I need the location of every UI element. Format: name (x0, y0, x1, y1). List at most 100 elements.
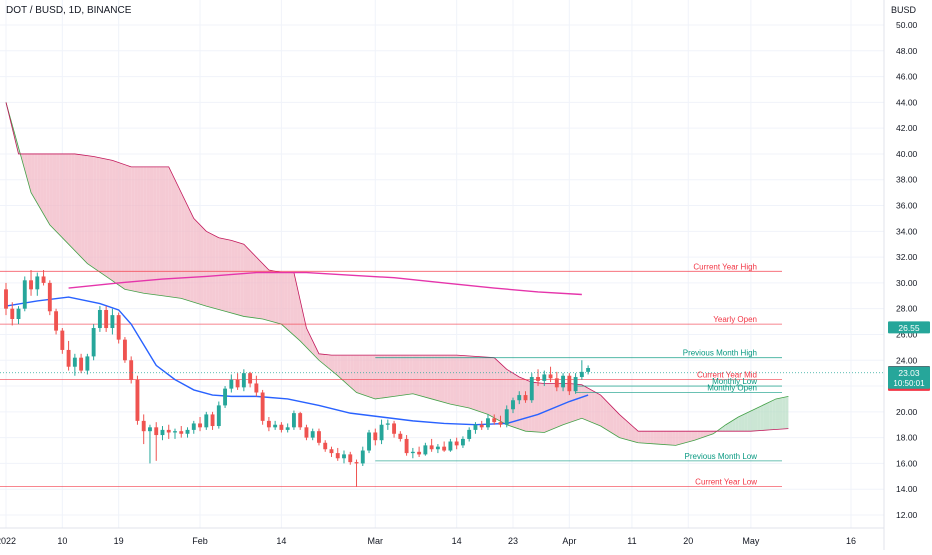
cloud-segment (331, 355, 335, 374)
cloud-segment (606, 401, 611, 432)
y-tick-label: 16.00 (896, 458, 918, 468)
cloud-segment (509, 371, 513, 427)
cloud-segment (625, 420, 629, 441)
cloud-segment (769, 400, 773, 430)
cloud-segment (469, 355, 473, 410)
cloud-segment (494, 357, 498, 420)
y-tick-label: 42.00 (896, 123, 918, 133)
cloud-segment (253, 253, 257, 319)
cloud-segment (312, 340, 316, 358)
cloud-segment (218, 237, 222, 311)
candle-body (454, 441, 459, 446)
candle-body (22, 280, 27, 309)
cloud-segment (622, 417, 626, 440)
cloud-segment (697, 431, 701, 440)
cloud-segment (65, 153, 69, 245)
candle-body (91, 328, 96, 357)
candle-body (160, 429, 165, 436)
candle-body (10, 308, 15, 319)
cloud-segment (206, 231, 210, 307)
candle-body (210, 414, 215, 427)
candle-body (198, 423, 202, 428)
cloud-segment (462, 355, 467, 408)
cloud-segment (553, 383, 557, 429)
cloud-segment (112, 160, 116, 283)
cloud-segment (572, 383, 576, 422)
candle-body (517, 395, 522, 401)
candle-body (166, 429, 171, 433)
cloud-segment (287, 272, 291, 333)
cloud-segment (234, 241, 238, 315)
candle-body (154, 427, 159, 436)
cloud-segment (203, 228, 207, 307)
cloud-segment (143, 166, 147, 294)
cloud-segment (347, 355, 351, 387)
price-axis-background (884, 0, 932, 550)
cloud-segment (437, 355, 442, 402)
cloud-segment (24, 153, 28, 182)
cloud-segment (444, 355, 448, 404)
candle-body (204, 414, 209, 428)
cloud-segment (422, 355, 426, 398)
candle-body (323, 442, 328, 450)
cloud-segment (175, 179, 179, 298)
cloud-segment (159, 166, 163, 296)
x-tick-label: 11 (627, 536, 636, 546)
candle-body (529, 377, 534, 401)
cloud-segment (700, 431, 704, 439)
candle-body (191, 423, 196, 430)
cloud-segment (109, 159, 113, 281)
cloud-segment (519, 377, 523, 431)
cloud-segment (653, 431, 657, 445)
x-tick-label: 2022 (0, 536, 16, 546)
cloud-segment (378, 355, 382, 399)
cloud-segment (328, 354, 332, 371)
cloud-segment (597, 393, 601, 427)
candle-body (235, 379, 240, 388)
candle-body (317, 431, 321, 443)
candle-body (148, 427, 152, 432)
cloud-segment (522, 378, 526, 432)
cloud-segment (487, 357, 492, 417)
cloud-segment (49, 153, 53, 229)
cloud-segment (478, 356, 482, 413)
cloud-segment (644, 431, 648, 444)
candle-body (223, 388, 228, 406)
cloud-segment (353, 355, 357, 393)
candle-body (291, 413, 296, 428)
cloud-segment (293, 272, 298, 339)
cloud-segment (196, 221, 201, 305)
level-label: Previous Month Low (685, 452, 758, 461)
cloud-segment (616, 411, 620, 438)
cloud-segment (84, 155, 88, 264)
last-price-text: 23.03 (898, 368, 920, 378)
cloud-segment (663, 431, 667, 445)
symbol-title[interactable]: DOT / BUSD, 1D, BINANCE (6, 5, 132, 16)
candle-body (354, 462, 359, 464)
cloud-segment (685, 431, 689, 443)
candle-body (373, 432, 378, 441)
cloud-segment (256, 257, 260, 319)
candle-body (273, 424, 278, 428)
cloud-segment (456, 355, 460, 407)
candle-body (298, 413, 303, 428)
cloud-segment (137, 166, 141, 293)
cloud-segment (441, 355, 445, 403)
cloud-segment (581, 384, 585, 420)
candle-body (554, 378, 559, 388)
candle-body (410, 451, 415, 454)
y-tick-label: 18.00 (896, 433, 918, 443)
cloud-segment (87, 155, 91, 266)
cloud-segment (31, 153, 35, 199)
cloud-segment (209, 232, 213, 308)
candle-body (304, 427, 309, 438)
cloud-segment (34, 153, 38, 204)
cloud-segment (228, 239, 232, 313)
cloud-segment (40, 153, 44, 215)
candle-body (567, 375, 572, 392)
cloud-segment (459, 355, 463, 407)
y-tick-label: 20.00 (896, 407, 918, 417)
